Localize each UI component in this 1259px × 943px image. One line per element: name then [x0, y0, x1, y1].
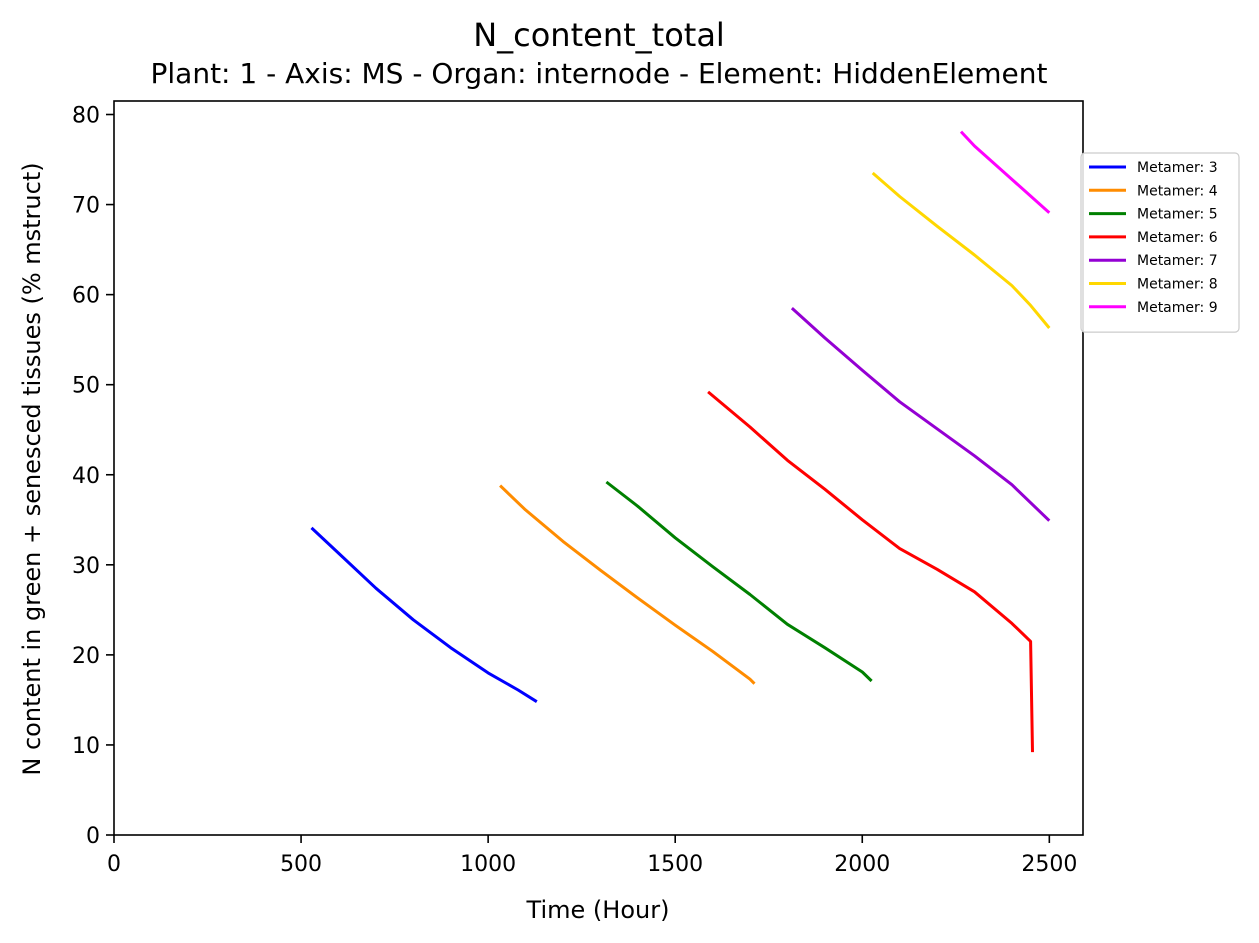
y-tick-label: 40: [72, 464, 100, 489]
y-tick-label: 80: [72, 104, 100, 129]
legend-label: Metamer: 4: [1137, 183, 1218, 199]
axis-ticks: 0 500 1000 1500 2000 2500 0 10 20 30 40 50 60 70 80: [72, 104, 1077, 877]
x-tick-label: 2000: [834, 852, 890, 877]
legend-label: Metamer: 3: [1137, 160, 1218, 176]
y-axis-label: N content in green + senesced tissues (%…: [18, 162, 46, 775]
legend-label: Metamer: 6: [1137, 230, 1218, 246]
y-tick-label: 30: [72, 554, 100, 579]
series-line-metamer-8: [871, 171, 1051, 329]
y-tick-label: 70: [72, 194, 100, 219]
y-tick-label: 10: [72, 734, 100, 759]
y-tick-label: 60: [72, 284, 100, 309]
series-lines: [310, 130, 1051, 753]
y-tick-label: 20: [72, 644, 100, 669]
x-tick-label: 500: [280, 852, 322, 877]
plot-area-frame: [113, 100, 1084, 836]
x-tick-label: 1500: [647, 852, 703, 877]
legend-label: Metamer: 5: [1137, 207, 1218, 223]
series-line-metamer-5: [605, 480, 873, 683]
series-line-metamer-4: [499, 484, 756, 685]
chart-title: N_content_total: [473, 16, 725, 54]
series-line-metamer-7: [790, 306, 1051, 522]
legend-box: [1080, 152, 1240, 333]
legend-label: Metamer: 8: [1137, 277, 1218, 293]
series-line-metamer-9: [959, 130, 1051, 214]
y-tick-label: 0: [86, 824, 100, 849]
legend-label: Metamer: 9: [1137, 300, 1218, 316]
x-tick-label: 1000: [460, 852, 516, 877]
series-line-metamer-3: [310, 526, 538, 703]
series-line-metamer-6: [707, 390, 1034, 753]
legend-label: Metamer: 7: [1137, 253, 1218, 269]
y-tick-label: 50: [72, 374, 100, 399]
legend: Metamer: 3 Metamer: 4 Metamer: 5 Metamer: 6…: [1080, 152, 1240, 333]
x-axis-label: Time (Hour): [526, 896, 670, 924]
x-tick-label: 0: [107, 852, 121, 877]
chart-subtitle: Plant: 1 - Axis: MS - Organ: internode -…: [151, 57, 1048, 90]
x-tick-label: 2500: [1021, 852, 1077, 877]
